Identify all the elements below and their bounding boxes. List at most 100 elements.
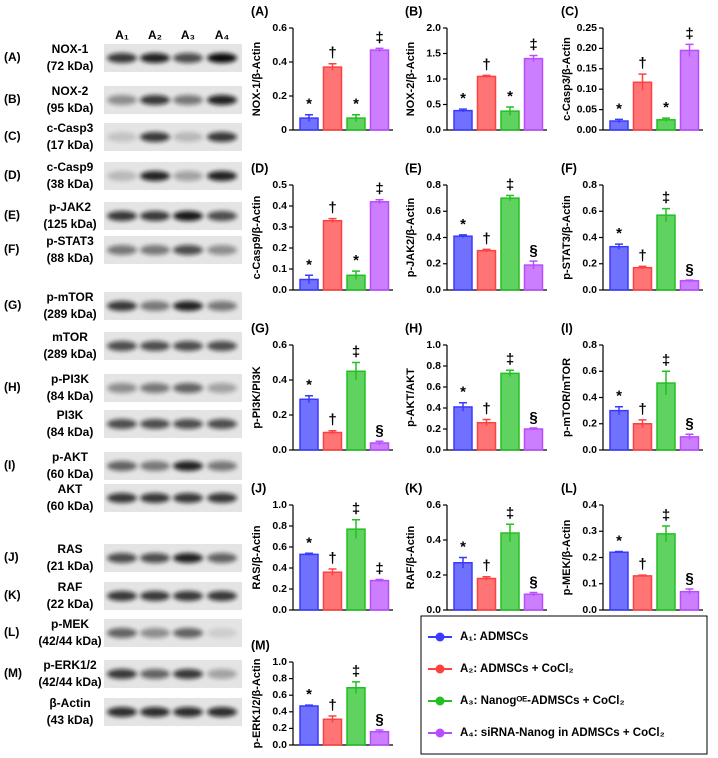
bar <box>322 718 343 746</box>
significance-mark: * <box>663 99 669 116</box>
error-bar <box>352 113 360 122</box>
error-bar <box>352 270 360 280</box>
error-bar <box>529 54 538 62</box>
significance-mark: § <box>685 415 693 432</box>
bar <box>523 593 544 611</box>
bar <box>346 686 366 746</box>
y-tick-label: 0.2 <box>582 551 597 563</box>
significance-mark: † <box>328 45 336 62</box>
y-tick-label: 0.6 <box>426 499 441 511</box>
error-bar <box>662 207 670 222</box>
y-tick-label: 0.4 <box>426 534 441 546</box>
legend-box <box>420 615 708 755</box>
bar <box>632 575 653 611</box>
error-bar <box>459 556 467 568</box>
blot-band <box>107 95 137 105</box>
significance-mark: ‡ <box>662 507 670 524</box>
blot-band <box>207 461 237 471</box>
significance-mark: † <box>638 556 646 573</box>
bar <box>523 57 544 131</box>
significance-mark: † <box>638 247 646 264</box>
y-tick-label: 0.6 <box>426 381 441 393</box>
y-axis-label: c-Casp3/β-Actin <box>561 37 573 121</box>
blot-band <box>107 132 137 142</box>
y-tick-label: 0.0 <box>582 444 597 456</box>
significance-mark: † <box>328 697 336 714</box>
bar <box>322 66 343 131</box>
bar <box>453 109 473 131</box>
bar <box>679 590 700 611</box>
bar <box>299 553 319 611</box>
protein-kda: (125 kDa) <box>43 217 96 231</box>
bar <box>369 49 390 131</box>
y-axis-label: p-AKT/AKT <box>405 368 417 427</box>
bar <box>476 249 497 291</box>
blot-band <box>140 171 170 181</box>
blot-band <box>140 628 170 638</box>
protein-name: p-mTOR <box>46 290 93 304</box>
protein-kda: (43 kDa) <box>47 713 94 727</box>
significance-mark: † <box>328 200 336 217</box>
y-tick-label: 0.2 <box>272 583 287 595</box>
error-bar <box>615 243 623 250</box>
protein-name: RAF <box>58 580 83 594</box>
y-tick-label: 0.2 <box>426 423 441 435</box>
legend-marker <box>435 664 445 674</box>
bar <box>476 577 497 611</box>
y-axis-label: p-STAT3/β-Actin <box>561 195 573 280</box>
blot-band <box>107 383 137 393</box>
blot-band <box>207 245 237 255</box>
bar <box>500 197 520 291</box>
y-tick-label: 0.4 <box>582 231 597 243</box>
y-tick-label: 0.1 <box>272 263 287 275</box>
error-bar <box>352 681 360 694</box>
legend-label: A₁: ADMSCs <box>460 631 528 643</box>
y-tick-label: 0.2 <box>582 418 597 430</box>
error-bar <box>529 427 538 431</box>
significance-mark: ‡ <box>506 351 514 368</box>
y-tick-label: 0.2 <box>582 258 597 270</box>
protein-kda: (42/44 kDa) <box>38 634 101 648</box>
bar <box>679 49 700 131</box>
blot-band <box>173 591 203 601</box>
blot-band <box>173 301 203 311</box>
bar <box>632 266 653 291</box>
protein-name: mTOR <box>52 330 88 344</box>
error-bar <box>482 576 491 581</box>
significance-mark: * <box>616 225 622 242</box>
legend-marker <box>435 632 445 642</box>
bar <box>299 398 319 451</box>
blot-band <box>107 628 137 638</box>
bar <box>322 219 343 291</box>
y-tick-label: 0.4 <box>426 231 441 243</box>
legend-label: A₄: siRNA-Nanog in ADMSCs + CoCl₂ <box>460 727 665 739</box>
y-tick-label: 0.8 <box>582 339 597 351</box>
blot-band <box>173 53 203 63</box>
blot-band <box>207 301 237 311</box>
y-tick-label: 0.4 <box>582 391 597 403</box>
y-tick-label: 1.0 <box>426 73 441 85</box>
blot-band <box>173 245 203 255</box>
row-letter: (L) <box>4 625 19 639</box>
error-bar <box>352 518 360 539</box>
error-bar <box>685 43 694 57</box>
significance-mark: ‡ <box>506 505 514 522</box>
bar <box>609 245 629 291</box>
y-tick-label: 0.3 <box>582 525 597 537</box>
blot-band <box>207 53 237 63</box>
significance-mark: * <box>616 532 622 549</box>
y-tick-label: 0.8 <box>582 179 597 191</box>
blot-band <box>173 669 203 679</box>
blot-band <box>140 493 170 503</box>
blot-band <box>207 628 237 638</box>
y-tick-label: 0.25 <box>577 22 598 34</box>
legend-marker <box>435 728 445 738</box>
significance-mark: † <box>638 401 646 418</box>
row-letter: (B) <box>4 92 21 106</box>
significance-mark: ‡ <box>506 176 514 193</box>
bar <box>346 370 366 451</box>
panel-letter: (I) <box>561 321 573 335</box>
y-axis-label: RAS/β-Actin <box>251 525 263 589</box>
protein-name: RAS <box>57 542 82 556</box>
significance-mark: * <box>306 377 312 394</box>
